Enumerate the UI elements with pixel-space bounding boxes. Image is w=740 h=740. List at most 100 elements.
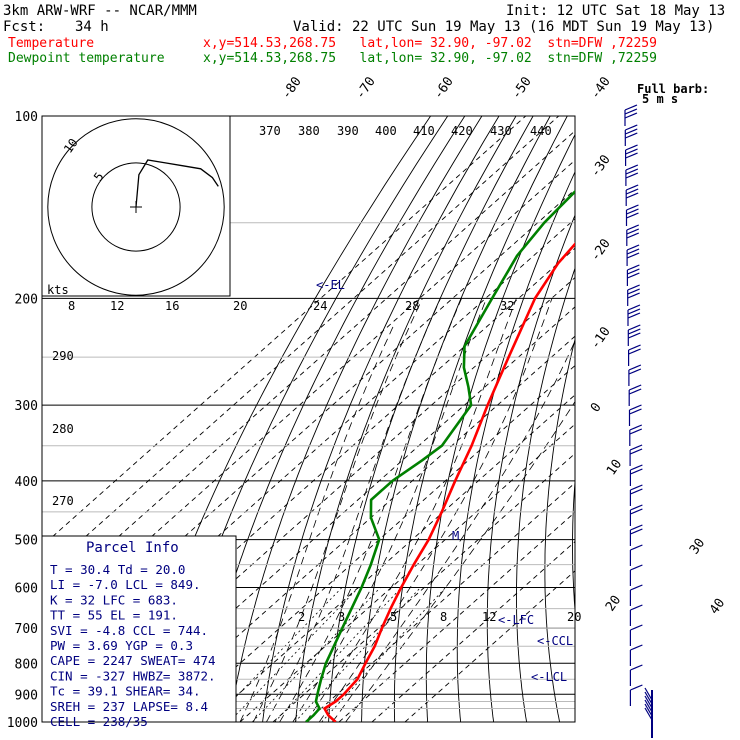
isotherm-line [206, 394, 575, 722]
isotherm-label: 30 [687, 536, 708, 557]
wind-barb-flag [630, 508, 643, 515]
wind-barb-flag [628, 324, 641, 331]
parcel-info-row: CAPE = 2247 SWEAT= 474 [50, 653, 216, 668]
wind-barb-flag [628, 348, 641, 355]
dry-adiabat [626, 116, 704, 722]
isotherm-line [42, 116, 527, 547]
theta-label: 370 [259, 124, 281, 138]
temperature-trace [323, 242, 575, 722]
hodograph-ring [91, 162, 181, 252]
parcel-info-row: SREH = 237 LAPSE= 8.4 [50, 699, 208, 714]
isotherm-line [338, 511, 575, 722]
isotherm-label: -40 [588, 74, 614, 102]
isotherm-line [42, 116, 560, 576]
dry-adiabat [516, 266, 575, 722]
wind-barb-flag [626, 204, 639, 211]
wind-barb-flag [630, 524, 643, 531]
wind-barb-flag [625, 172, 639, 179]
dry-adiabat [724, 116, 740, 722]
mixing-ratio-label: 8 [68, 299, 75, 313]
wind-barb-flag [626, 212, 639, 219]
isotherm-label: -80 [279, 74, 305, 102]
wind-barb-flag [624, 104, 638, 111]
dry-adiabat [701, 116, 740, 722]
wind-barb-flag [626, 248, 640, 255]
lfc-marker: <-LFC [498, 613, 534, 627]
wind-barb-flag [625, 184, 639, 191]
theta-label: 440 [530, 124, 552, 138]
moist-adiabat [292, 298, 487, 722]
mixing-ratio-label: 24 [313, 299, 327, 313]
hodograph-unit: kts [47, 283, 69, 297]
wind-barb-flag [644, 703, 653, 717]
moist-adiabat [239, 323, 395, 722]
barb-legend-units: 5 m s [642, 92, 678, 106]
wind-barb-flag [627, 268, 640, 275]
wind-barb-flag [629, 424, 643, 431]
wind-barb-flag [644, 691, 653, 705]
mixing-ratio-label: 20 [567, 610, 581, 624]
mixing-ratio-label: 12 [110, 299, 124, 313]
dewpoint-legend: Dewpoint temperature [8, 51, 165, 66]
theta-label: 430 [490, 124, 512, 138]
isotherm-label: -20 [588, 236, 614, 264]
plot-frame [41, 115, 576, 723]
moist-adiabat [332, 339, 575, 722]
wind-barb-flag [626, 228, 640, 235]
wind-barbs: Full barb:5 m s [624, 82, 709, 738]
parcel-info-title: Parcel Info [86, 540, 179, 556]
dewpoint-trace [305, 189, 575, 722]
pressure-label: 1000 [7, 716, 38, 731]
pressure-labels: 100 200 300 400 500 600 700 800 900 1000 [7, 110, 38, 731]
wind-barb-flag [629, 408, 642, 415]
isotherm-label: -70 [353, 74, 379, 102]
theta-label: 270 [52, 494, 74, 508]
wind-barb-flag [630, 544, 643, 551]
mixing-ratio-label: 28 [405, 299, 419, 313]
theta-label: 390 [337, 124, 359, 138]
level-markers: <-EL <-LFC<-CCL <-LCL M [316, 278, 573, 684]
wind-barb-flag [630, 464, 643, 471]
wind-barb-flag [627, 304, 641, 311]
parcel-info-row: T = 30.4 Td = 20.0 [50, 562, 185, 577]
wind-barb-flag [629, 428, 643, 435]
wind-barb-flag [625, 144, 638, 151]
hodograph-ring-label: 10 [61, 136, 81, 156]
pressure-label: 600 [15, 582, 38, 597]
pressure-label: 800 [15, 657, 38, 672]
sounding-series [305, 189, 575, 722]
lcl-marker: <-LCL [531, 670, 567, 684]
ccl-marker: <-CCL [537, 634, 573, 648]
wind-barb-flag [625, 148, 638, 155]
isotherm-label: 20 [603, 593, 624, 614]
isotherm-label: 10 [604, 457, 625, 478]
mixing-ratio-label: 2 [298, 610, 305, 624]
temperature-legend: Temperature [8, 36, 95, 51]
pressure-label: 300 [15, 399, 38, 414]
hodograph-ring [47, 118, 225, 296]
isotherm-labels: -80 -70 -60 -50 -40 -30 -20 -10 0 10 20 30 40 [279, 74, 728, 617]
theta-label: 400 [375, 124, 397, 138]
parcel-info-row: Tc = 39.1 SHEAR= 34. [50, 684, 201, 699]
barb-legend-title: Full barb: [637, 82, 709, 96]
isotherm-label: -10 [588, 324, 614, 352]
init-time: Init: 12 UTC Sat 18 May 13 [506, 3, 726, 19]
forecast-hour: 34 h [75, 19, 109, 35]
parcel-info-box [41, 535, 237, 723]
wind-barb-flag [644, 687, 653, 701]
parcel-info-row: LI = -7.0 LCL = 849. [50, 577, 201, 592]
parcel-info-row: SVI = -4.8 CCL = 744. [50, 623, 208, 638]
wind-barb-flag [625, 132, 638, 139]
forecast-label: Fcst: [3, 19, 46, 35]
wind-barb-flag [627, 288, 640, 295]
wind-barb-flag [629, 448, 643, 455]
parcel-info-row: K = 32 LFC = 683. [50, 592, 178, 607]
el-marker: <-EL [316, 278, 345, 292]
mixing-ratio-label: 20 [233, 299, 247, 313]
valid-time: Valid: 22 UTC Sun 19 May 13 (16 MDT Sun … [293, 19, 715, 35]
isotherm-label: 40 [707, 596, 728, 617]
wind-barb-flag [630, 584, 643, 591]
wind-barb-flag [630, 624, 643, 631]
pressure-label: 200 [15, 292, 38, 307]
pressure-label: 900 [15, 688, 38, 703]
